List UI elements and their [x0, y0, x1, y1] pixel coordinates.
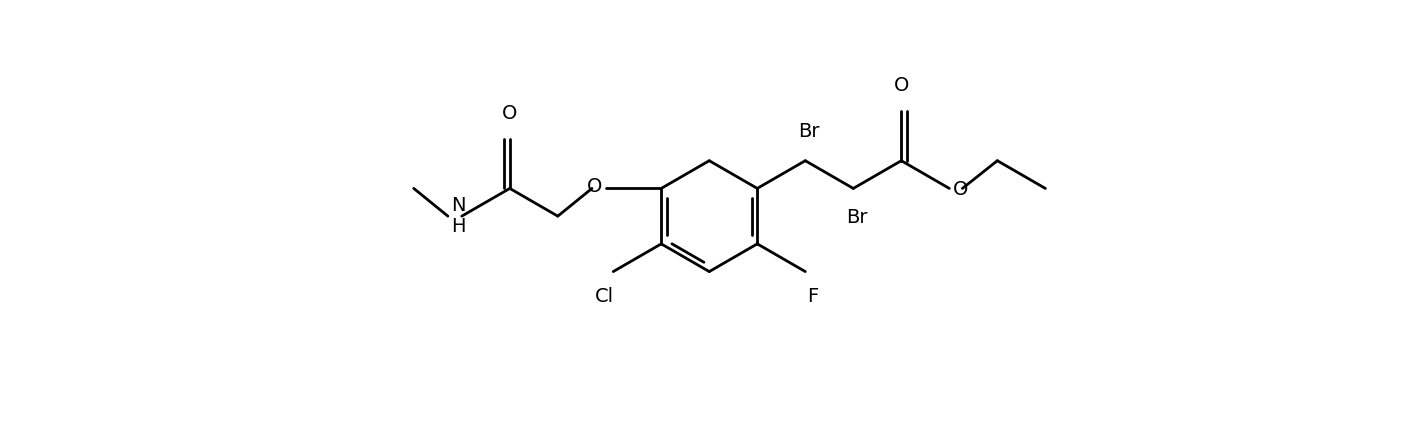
Text: N: N: [451, 196, 465, 215]
Text: O: O: [502, 104, 518, 123]
Text: O: O: [894, 77, 908, 95]
Text: F: F: [807, 287, 819, 306]
Text: Br: Br: [847, 208, 868, 227]
Text: Cl: Cl: [595, 287, 613, 306]
Text: H: H: [451, 217, 465, 236]
Text: O: O: [953, 181, 968, 199]
Text: O: O: [588, 177, 603, 196]
Text: Br: Br: [799, 122, 820, 141]
